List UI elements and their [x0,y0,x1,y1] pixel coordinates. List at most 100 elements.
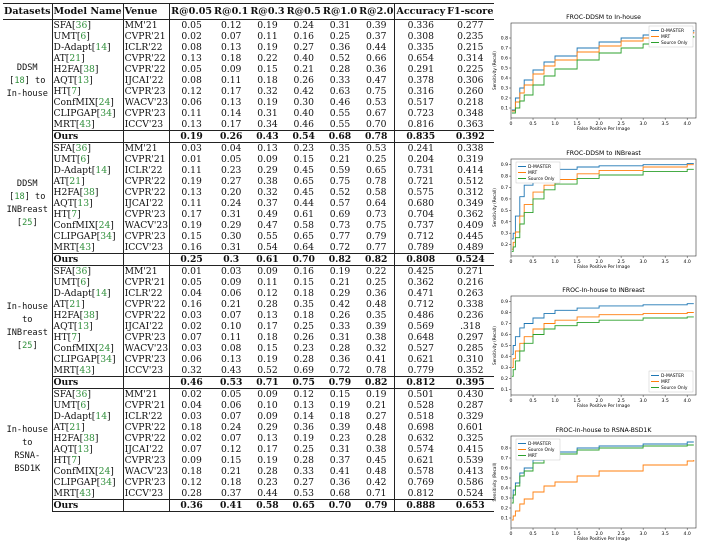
bracket-open: [ [75,365,80,376]
model-citation[interactable]: 13 [77,321,90,332]
metric-cell: 0.812 [394,488,447,500]
metric-cell: 0.26 [293,332,314,343]
model-citation[interactable]: 13 [77,198,90,209]
metric-cell: 0.05 [220,389,242,400]
model-citation[interactable]: 36 [75,20,88,31]
model-citation[interactable]: 6 [80,400,87,411]
model-name: D-Adapt [53,42,92,53]
x-axis-label: False Positive Per Image [577,536,630,542]
metric-cell: 0.36 [329,42,351,53]
model-citation[interactable]: 14 [95,288,108,299]
metric-cell: 0.04 [169,400,214,411]
metric-cell: 0.54 [257,242,278,253]
bracket-open: [ [75,119,80,130]
model-citation[interactable]: 34 [100,477,112,488]
metric-cell: 0.35 [293,299,314,310]
model-citation[interactable]: 14 [95,411,108,422]
model-citation[interactable]: 38 [83,310,95,321]
model-citation[interactable]: 21 [69,299,82,310]
dataset-citation[interactable]: 18 [14,192,25,202]
metric-cell: 0.04 [220,143,242,154]
model-citation[interactable]: 24 [98,343,111,354]
model-citation[interactable]: 7 [71,86,78,97]
metric-cell: 0.07 [220,310,242,321]
bracket-close: ] [110,220,114,231]
model-name-cell: HT[7] [51,455,124,466]
model-name: SFA [53,389,73,400]
model-citation[interactable]: 7 [71,332,78,343]
model-citation[interactable]: 38 [83,187,95,198]
metric-cell: 0.16 [293,266,314,277]
model-citation[interactable]: 13 [77,75,90,86]
metric-cell: 0.10 [220,321,242,332]
y-tick-label: 0.2 [501,242,508,248]
model-citation[interactable]: 36 [75,389,88,400]
model-citation[interactable]: 21 [69,176,82,187]
model-citation[interactable]: 24 [98,466,111,477]
model-citation[interactable]: 7 [71,455,78,466]
metric-cell: 0.17 [257,444,278,455]
table-row: ConfMIX[24] WACV'23 0.19 0.29 0.47 0.58 0.73 0.… [3,220,494,231]
metric-cell: 0.09 [257,154,278,165]
metric-cell: 0.27 [293,42,314,53]
model-citation[interactable]: 43 [79,365,92,376]
metric-cell: 0.215 [457,42,484,53]
model-citation[interactable]: 36 [75,266,88,277]
model-citation[interactable]: 34 [100,231,112,242]
model-citation[interactable]: 43 [79,242,92,253]
model-citation[interactable]: 14 [95,165,108,176]
model-name-cell: SFA[36] [51,388,124,400]
model-citation[interactable]: 34 [100,354,112,365]
model-name-cell: AT[21] [51,176,124,187]
model-citation[interactable]: 43 [79,488,92,499]
x-tick-label: 3.0 [639,531,646,537]
model-citation[interactable]: 21 [69,53,82,64]
x-tick-label: 3.0 [639,398,646,404]
model-citation[interactable]: 34 [100,108,112,119]
metric-cell: 0.291 [394,64,447,75]
table-row: UMT[6] CVPR'21 0.02 0.07 0.11 0.16 0.25 0.37 0.3… [3,31,494,42]
model-citation[interactable]: 6 [80,154,87,165]
table-row: HT[7] CVPR'23 0.12 0.17 0.32 0.42 0.63 0.75 0.31… [3,86,494,97]
dataset-citation[interactable]: 18 [14,75,25,86]
metric-cell: 0.31 [257,108,278,119]
model-citation[interactable]: 38 [83,64,95,75]
metric-cell: 0.07 [220,31,242,42]
metric-cell: 0.13 [169,187,214,198]
model-citation[interactable]: 24 [98,220,111,231]
metric-cell: 0.338 [457,299,484,310]
metric-cell: 0.312 [457,187,484,198]
model-citation[interactable]: 7 [71,209,78,220]
model-citation[interactable]: 21 [69,422,82,433]
model-citation[interactable]: 38 [83,433,95,444]
model-name: D-Adapt [53,288,92,299]
model-citation[interactable]: 13 [77,444,90,455]
metric-cell: 0.09 [257,266,278,277]
venue-cell: WACV'23 [122,466,170,477]
model-name: MRT [53,488,76,499]
metric-cell: 0.26 [293,75,314,86]
model-citation[interactable]: 6 [80,31,87,42]
bracket-open: [ [95,343,99,354]
metric-cell: 0.236 [457,310,484,321]
venue-cell: MM'21 [122,142,170,154]
metric-cell-ours: 0.835 [394,130,447,143]
x-tick-label: 0.5 [529,531,536,537]
dataset-citation[interactable]: 25 [22,218,33,228]
metric-cell-ours: 0.61 [249,253,286,266]
model-citation[interactable]: 43 [79,119,92,130]
metric-cell: 0.58 [366,187,387,198]
model-citation[interactable]: 24 [98,97,111,108]
model-citation[interactable]: 6 [80,277,87,288]
venue-cell: ICLR'22 [122,411,170,422]
metric-cell: 0.19 [293,433,314,444]
y-axis-label: Sensitivity (Recall) [492,462,497,501]
model-citation[interactable]: 14 [95,42,108,53]
model-citation[interactable]: 36 [75,143,88,154]
metric-cell-ours: 0.71 [249,376,286,389]
series-line [511,164,694,250]
dataset-citation[interactable]: 25 [22,341,33,351]
model-name: ConfMIX [53,97,95,108]
table-row: In-house to INBreast [25] SFA[36] MM'21 0.01… [3,265,494,351]
metric-cell: 0.39 [366,20,387,31]
